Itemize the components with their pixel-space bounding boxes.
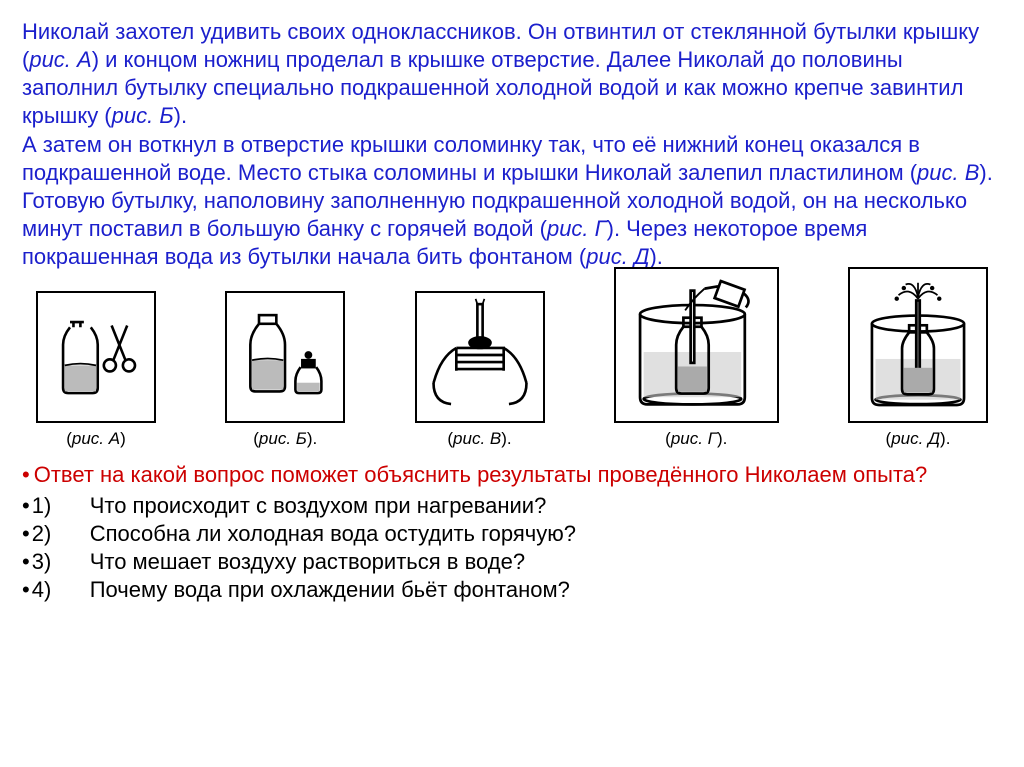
figure-e: (рис. Д). — [848, 267, 988, 449]
figure-b-label: (рис. Б). — [253, 429, 317, 449]
answer-2: •2)Способна ли холодная вода остудить го… — [22, 520, 1002, 548]
figure-a-svg — [44, 295, 148, 415]
figure-b-svg — [233, 295, 337, 415]
figure-a: (рис. А) — [36, 291, 156, 449]
figure-e-svg — [856, 271, 980, 415]
figure-d-svg — [622, 271, 771, 415]
answers-list: •1)Что происходит с воздухом при нагрева… — [22, 492, 1002, 605]
answer-4: •4)Почему вода при охлаждении бьёт фонта… — [22, 576, 1002, 604]
figure-e-label: (рис. Д). — [886, 429, 951, 449]
figure-d-label: (рис. Г). — [665, 429, 727, 449]
question-title: Ответ на какой вопрос поможет объяснить … — [22, 461, 1002, 489]
figure-c: (рис. В). — [415, 291, 545, 449]
answer-3: •3)Что мешает воздуху раствориться в вод… — [22, 548, 1002, 576]
figure-b: (рис. Б). — [225, 291, 345, 449]
figure-c-svg — [423, 295, 537, 415]
figure-a-label: (рис. А) — [66, 429, 126, 449]
figures-row: (рис. А) (рис. Б). — [22, 267, 1002, 449]
figure-c-label: (рис. В). — [447, 429, 511, 449]
answer-1: •1)Что происходит с воздухом при нагрева… — [22, 492, 1002, 520]
intro-paragraph: Николай захотел удивить своих одноклассн… — [22, 18, 1002, 271]
figure-d: (рис. Г). — [614, 267, 779, 449]
